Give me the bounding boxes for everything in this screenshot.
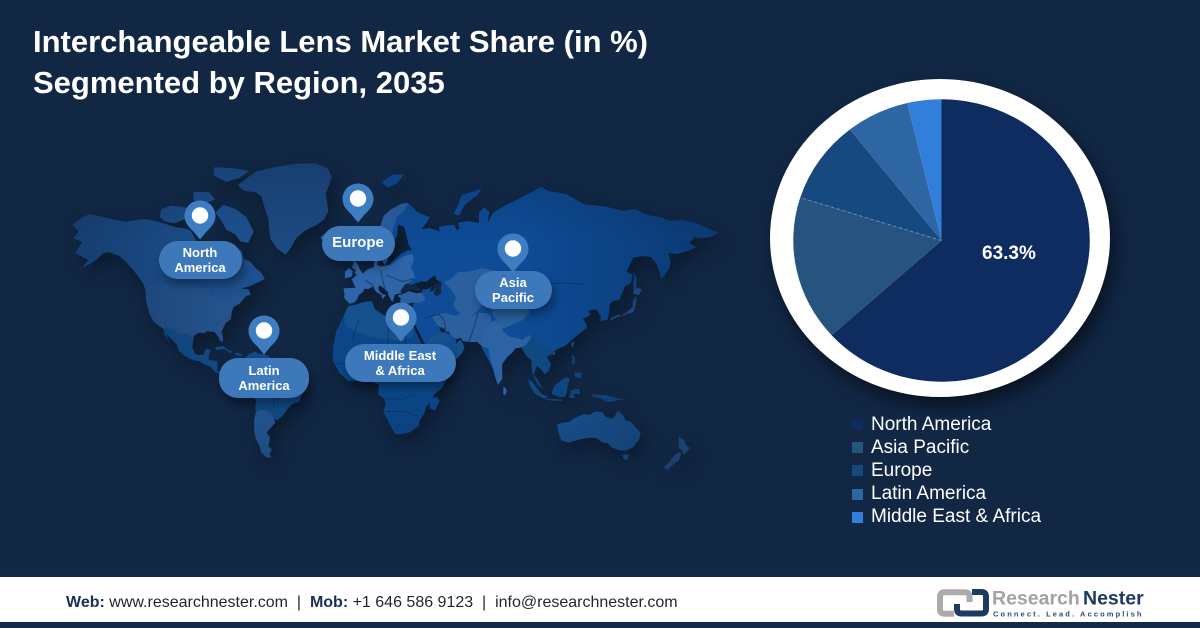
svg-text:Research: Research <box>992 588 1080 610</box>
svg-text:Connect. Lead. Accomplish: Connect. Lead. Accomplish <box>993 610 1144 619</box>
svg-text:Nester: Nester <box>1083 588 1144 610</box>
